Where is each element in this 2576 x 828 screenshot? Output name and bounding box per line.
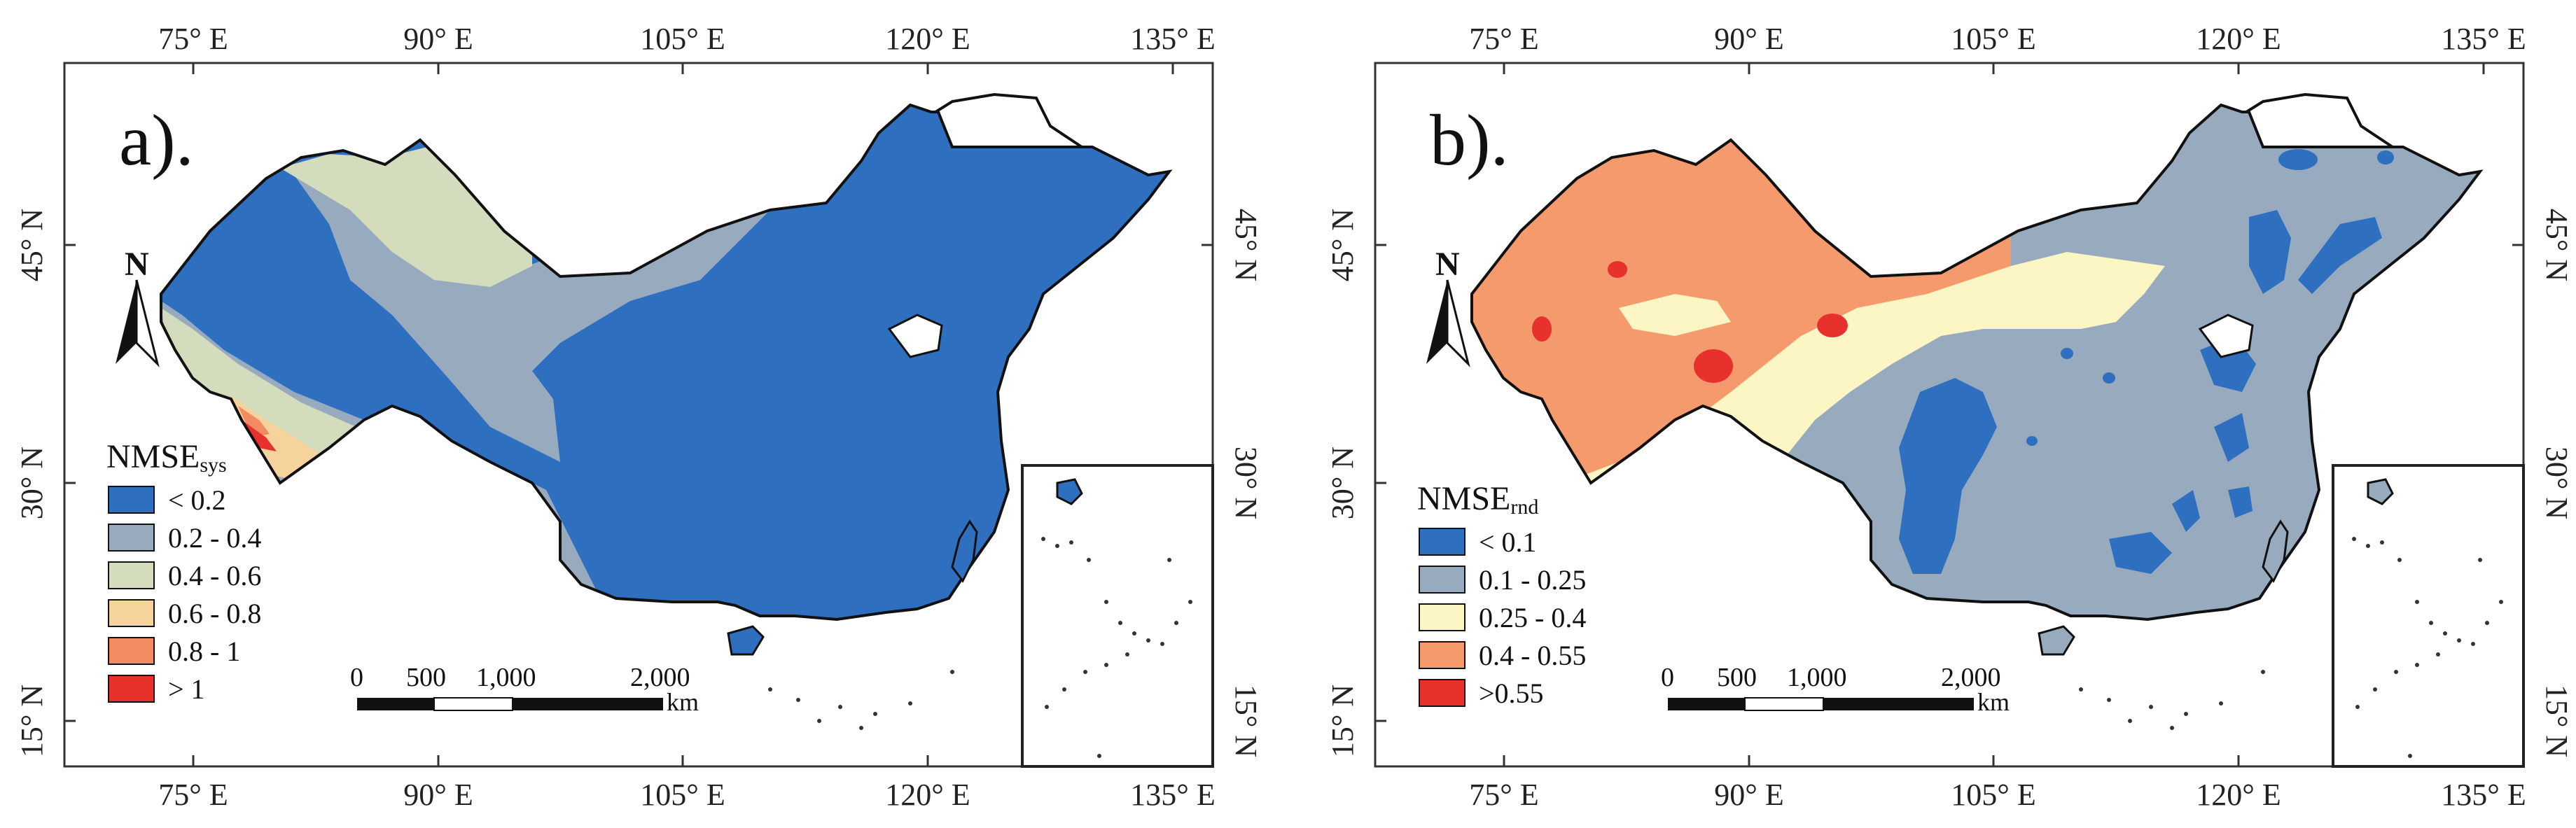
lon-tick-a-bottom-5: 135° E [1130, 778, 1215, 812]
legend-a-label-1: < 0.2 [168, 484, 226, 516]
legend-a-swatch-2 [108, 524, 155, 552]
legend-a-label-4: 0.6 - 0.8 [168, 598, 261, 629]
scale-b-1000: 1,000 [1787, 663, 1847, 692]
scale-b-2000: 2,000 [1941, 663, 2001, 692]
scale-b-unit: km [1977, 688, 2010, 716]
panel-a: a). N NMSEsys < 0.2 0.2 - 0.4 0.4 - 0.6 … [15, 22, 1263, 812]
legend-a-swatch-4 [108, 599, 155, 627]
lon-tick-a-bottom-1: 75° E [158, 778, 228, 812]
lon-tick-a-top-2: 90° E [403, 22, 473, 56]
legend-b-swatch-4 [1419, 641, 1465, 669]
scale-a-0: 0 [350, 663, 363, 692]
north-arrow-a [116, 279, 160, 367]
lat-tick-b-left-1: 45° N [1325, 209, 1360, 281]
legend-b-swatch-5 [1419, 679, 1465, 707]
legend-a-swatch-1 [108, 486, 155, 514]
lon-tick-b-bottom-4: 120° E [2196, 778, 2281, 812]
lon-tick-b-bottom-1: 75° E [1469, 778, 1538, 812]
lat-tick-a-left-1: 45° N [15, 209, 49, 281]
inset-south-china-sea-a [1021, 464, 1214, 768]
legend-b-label-3: 0.25 - 0.4 [1479, 602, 1586, 633]
lon-tick-a-bottom-3: 105° E [640, 778, 725, 812]
scale-a-unit: km [667, 688, 699, 716]
hainan-island-b [2038, 625, 2075, 656]
legend-b-label-1: < 0.1 [1479, 526, 1537, 558]
panel-b: b). N NMSErnd < 0.1 0.1 - 0.25 0.25 - 0.… [1325, 22, 2574, 812]
lat-tick-b-right-1: 45° N [2540, 209, 2574, 281]
legend-b-swatch-3 [1419, 603, 1465, 631]
lat-tick-b-left-3: 15° N [1325, 685, 1360, 757]
legend-a-label-2: 0.2 - 0.4 [168, 522, 261, 554]
bohai-sea-b [2198, 314, 2254, 358]
scale-b-500: 500 [1717, 663, 1757, 692]
scale-a-500: 500 [406, 663, 446, 692]
legend-a-title: NMSEsys [106, 438, 227, 477]
taiwan-island-b [2262, 519, 2289, 583]
north-arrow-a-label: N [125, 246, 149, 283]
taiwan-island [951, 519, 978, 583]
lon-tick-b-bottom-5: 135° E [2441, 778, 2526, 812]
lon-tick-b-top-4: 120° E [2196, 22, 2281, 56]
north-arrow-b-label: N [1435, 246, 1460, 283]
scale-a-2000: 2,000 [630, 663, 690, 692]
lat-tick-a-right-2: 30° N [1229, 447, 1263, 519]
island-dots-a [768, 670, 954, 730]
legend-a-swatch-5 [108, 637, 155, 665]
legend-a-swatch-6 [108, 675, 155, 703]
lat-tick-b-right-3: 15° N [2540, 685, 2574, 757]
lon-tick-b-bottom-2: 90° E [1714, 778, 1783, 812]
lon-tick-a-top-5: 135° E [1130, 22, 1215, 56]
lon-tick-b-top-5: 135° E [2441, 22, 2526, 56]
lon-tick-a-top-1: 75° E [158, 22, 228, 56]
legend-a-label-5: 0.8 - 1 [168, 636, 240, 667]
lon-tick-a-bottom-2: 90° E [403, 778, 473, 812]
legend-b-label-2: 0.1 - 0.25 [1479, 564, 1586, 596]
lat-tick-a-right-3: 15° N [1229, 685, 1263, 757]
scale-bar-a [357, 697, 663, 711]
legend-a [108, 486, 155, 703]
lon-tick-a-top-3: 105° E [640, 22, 725, 56]
legend-b-label-5: >0.55 [1479, 678, 1544, 709]
hainan-island [727, 625, 765, 656]
lat-tick-b-left-2: 30° N [1325, 447, 1360, 519]
scale-bar-b [1668, 697, 1974, 711]
lat-tick-b-right-2: 30° N [2540, 447, 2574, 519]
lon-tick-b-top-2: 90° E [1714, 22, 1783, 56]
lat-tick-a-left-3: 15° N [15, 685, 49, 757]
panel-b-label: b). [1430, 100, 1509, 181]
legend-b-swatch-2 [1419, 566, 1465, 594]
lon-tick-b-top-1: 75° E [1469, 22, 1538, 56]
legend-a-label-6: > 1 [168, 673, 205, 705]
legend-b [1419, 528, 1465, 707]
lat-tick-a-left-2: 30° N [15, 447, 49, 519]
north-arrow-b [1426, 279, 1470, 367]
lon-tick-a-top-4: 120° E [885, 22, 970, 56]
scale-b-0: 0 [1661, 663, 1674, 692]
bohai-sea [887, 314, 943, 358]
legend-a-swatch-3 [108, 561, 155, 589]
legend-b-label-4: 0.4 - 0.55 [1479, 640, 1586, 671]
inset-south-china-sea-b [2332, 464, 2525, 768]
scale-a-1000: 1,000 [476, 663, 536, 692]
panel-a-label: a). [119, 100, 194, 181]
lon-tick-b-top-3: 105° E [1951, 22, 2035, 56]
legend-b-swatch-1 [1419, 528, 1465, 556]
legend-b-title: NMSErnd [1417, 480, 1538, 519]
lat-tick-a-right-1: 45° N [1229, 209, 1263, 281]
lon-tick-a-bottom-4: 120° E [885, 778, 970, 812]
legend-a-label-3: 0.4 - 0.6 [168, 560, 261, 591]
lon-tick-b-bottom-3: 105° E [1951, 778, 2035, 812]
